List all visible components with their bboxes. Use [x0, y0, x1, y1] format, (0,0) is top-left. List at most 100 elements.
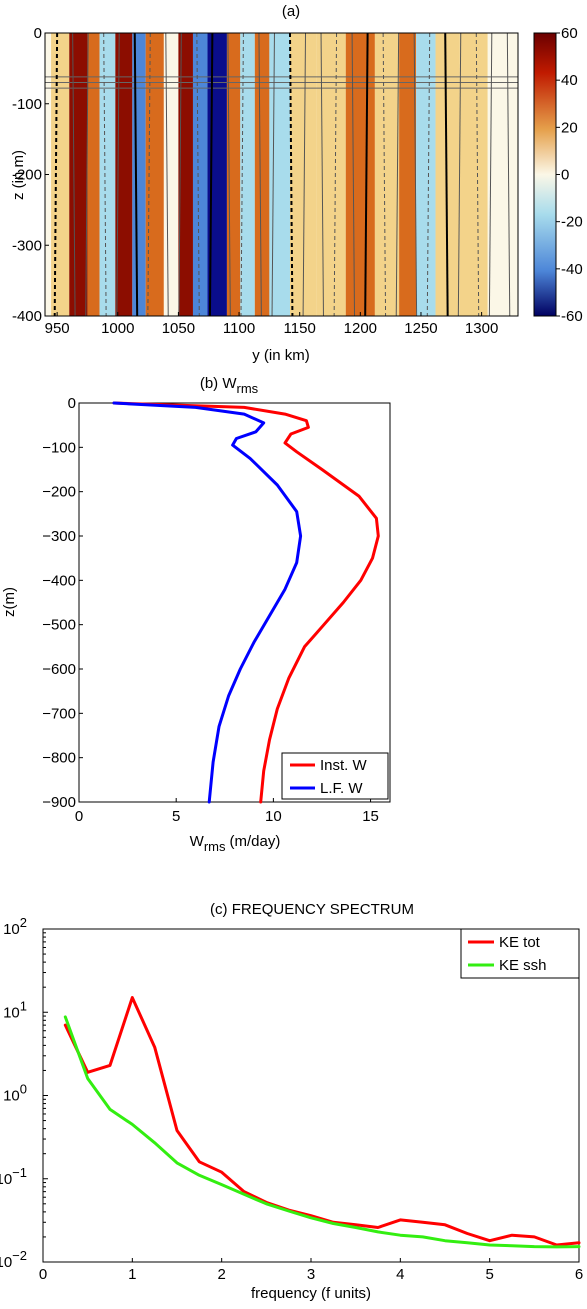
y-tick-label: −700	[42, 705, 76, 722]
heatmap-band	[192, 33, 208, 316]
panel-b-series	[112, 401, 380, 804]
legend-label-ke-tot: KE tot	[499, 934, 541, 951]
contour-line	[426, 32, 431, 317]
heatmap-band	[87, 33, 100, 316]
y-tick-label: −900	[42, 794, 76, 811]
heatmap-band	[145, 33, 164, 316]
panel-a-colorbar-ticks: 60 40 20 0 -20 -40 -60	[556, 25, 583, 325]
contour-line	[240, 32, 244, 317]
y-tick-label: 10−1	[0, 1165, 27, 1188]
y-tick-label: −500	[42, 617, 76, 634]
panel-a-x-label: y (in km)	[252, 347, 310, 364]
panel-b-legend-box	[281, 752, 389, 800]
x-tick-label: 3	[307, 1266, 315, 1283]
panel-b-y-ticks: 0 −100 −200 −300 −400 −500 −600 −700 −800 −900	[42, 395, 83, 811]
contour-line	[395, 32, 400, 317]
y-tick-label: 101	[3, 998, 27, 1021]
heatmap-band	[115, 33, 133, 316]
contour-line	[271, 32, 275, 317]
heatmap-band	[269, 33, 290, 316]
y-tick-label: 0	[34, 25, 42, 42]
x-tick-label: 1050	[162, 320, 195, 337]
colorbar-tick-label: 60	[561, 25, 578, 42]
y-tick-label: 102	[3, 915, 27, 938]
panel-c-y-ticks: 102 101 100 10−1 10−2	[0, 915, 48, 1271]
x-tick-label: 4	[396, 1266, 404, 1283]
y-tick-label: −400	[42, 572, 76, 589]
panel-a-y-ticks: 0 -100 -200 -300 -400	[12, 25, 49, 325]
contour-line	[288, 32, 294, 317]
heatmap-band	[240, 33, 255, 316]
x-tick-label: 2	[217, 1266, 225, 1283]
heatmap-band	[69, 33, 88, 316]
contour-line	[506, 32, 511, 317]
contour-line	[351, 32, 356, 317]
heatmap-band	[51, 33, 70, 316]
panel-b-title: (b) Wrms	[200, 375, 259, 396]
contour-line	[103, 32, 107, 317]
heatmap-band	[226, 33, 241, 316]
y-tick-label: −300	[42, 528, 76, 545]
contour-line	[227, 32, 231, 317]
colorbar-tick-label: 20	[561, 119, 578, 136]
heatmap-band	[374, 33, 400, 316]
contour-line	[53, 32, 59, 317]
contour-line	[85, 32, 89, 317]
colorbar-tick-label: 0	[561, 167, 569, 184]
contour-line	[333, 32, 338, 317]
panel-a-title: (a)	[282, 3, 300, 20]
x-tick-label: 1250	[404, 320, 437, 337]
contour-line	[444, 32, 449, 317]
contour-line	[382, 32, 387, 317]
legend-label-ke-ssh: KE ssh	[499, 957, 547, 974]
panel-a-heatmap: (a) 950 1000 1050 1100 1150 1200 1250 1300 0 -10…	[10, 3, 583, 364]
colorbar-tick-label: 40	[561, 72, 578, 89]
x-tick-label: 10	[265, 808, 282, 825]
y-tick-label: −800	[42, 750, 76, 767]
y-tick-label: 10−2	[0, 1248, 27, 1271]
panel-a-x-ticks: 950 1000 1050 1100 1150 1200 1250 1300	[45, 312, 498, 337]
series-line-ke-tot	[63, 996, 581, 1247]
heatmap-band	[399, 33, 417, 316]
heatmap-band	[416, 33, 436, 316]
panel-c-series	[63, 996, 581, 1249]
contour-line	[457, 32, 462, 317]
y-tick-label: -400	[12, 308, 42, 325]
x-tick-label: 1300	[465, 320, 498, 337]
colorbar-tick-label: -60	[561, 308, 583, 325]
x-tick-label: 1150	[284, 320, 316, 337]
heatmap-band	[345, 33, 375, 316]
y-tick-label: −100	[42, 439, 76, 456]
contour-line	[165, 32, 169, 317]
x-tick-label: 6	[575, 1266, 583, 1283]
panel-c-legend: KE tot KE ssh	[460, 928, 580, 979]
legend-label-lf-w: L.F. W	[320, 780, 363, 797]
contour-line	[258, 32, 262, 317]
series-line-ke-ssh	[63, 1015, 581, 1249]
x-tick-label: 0	[75, 808, 83, 825]
panel-c-x-label: frequency (f units)	[251, 1285, 371, 1302]
contour-line	[208, 32, 214, 317]
x-tick-label: 1100	[223, 320, 255, 337]
panel-a-y-label: z (in m)	[10, 150, 27, 200]
heatmap-band	[178, 33, 193, 316]
x-tick-label: 1200	[344, 320, 377, 337]
colorbar-tick-label: -40	[561, 261, 583, 278]
contour-line	[116, 32, 120, 317]
colorbar-tick-label: -20	[561, 214, 583, 231]
panel-a-colorbar	[533, 32, 557, 317]
panel-c-plot-area	[42, 928, 580, 1263]
x-tick-label: 15	[362, 808, 379, 825]
panel-b-x-ticks: 0 5 10 15	[75, 798, 379, 825]
panel-b-wrms-profile: (b) Wrms 0 5 10 15 0 −100 −200 −300 −400 −500 −60…	[1, 375, 391, 854]
y-tick-label: −600	[42, 661, 76, 678]
heatmap-band	[254, 33, 270, 316]
panel-b-legend: Inst. W L.F. W	[281, 752, 389, 800]
y-tick-label: 0	[68, 395, 76, 412]
legend-label-inst-w: Inst. W	[320, 757, 368, 774]
panel-b-y-label: z(m)	[1, 587, 18, 617]
contour-line	[364, 32, 369, 317]
y-tick-label: -100	[12, 96, 42, 113]
y-tick-label: 100	[3, 1082, 27, 1105]
